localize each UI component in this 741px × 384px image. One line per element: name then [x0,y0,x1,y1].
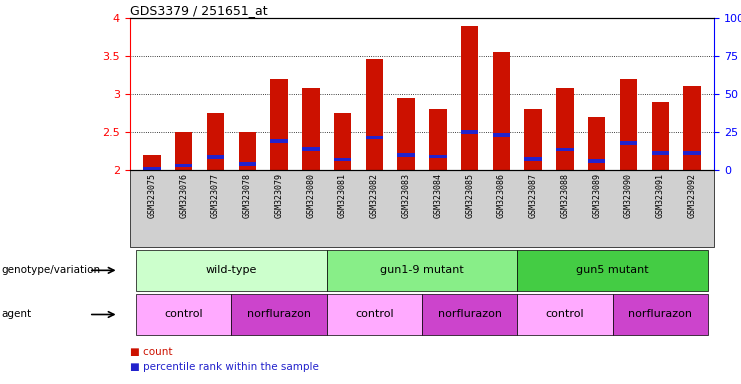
Bar [556,148,574,151]
Bar [619,141,637,145]
Text: gun1-9 mutant: gun1-9 mutant [380,265,464,275]
Bar [143,167,161,170]
Text: norflurazon: norflurazon [628,310,692,319]
Bar [270,139,288,143]
Bar [429,154,447,158]
Bar [461,26,479,170]
Bar [365,59,383,170]
Bar [493,133,510,137]
Text: control: control [545,310,585,319]
Bar [683,151,701,154]
Text: wild-type: wild-type [206,265,257,275]
Bar [461,130,479,134]
Bar [525,109,542,170]
Bar [651,151,669,155]
Bar [429,109,447,170]
Bar [493,52,510,170]
Bar [334,113,351,170]
Text: ■ count: ■ count [130,347,172,357]
Text: agent: agent [1,310,32,319]
Bar [175,132,193,170]
Bar [207,155,225,159]
Text: ■ percentile rank within the sample: ■ percentile rank within the sample [130,362,319,372]
Bar [302,147,319,151]
Text: control: control [165,310,203,319]
Bar [588,117,605,170]
Text: norflurazon: norflurazon [438,310,502,319]
Bar [619,79,637,170]
Bar [683,86,701,170]
Bar [207,113,225,170]
Bar [239,132,256,170]
Text: gun5 mutant: gun5 mutant [576,265,649,275]
Bar [334,157,351,161]
Text: norflurazon: norflurazon [247,310,311,319]
Bar [525,157,542,161]
Bar [175,164,193,167]
Text: GDS3379 / 251651_at: GDS3379 / 251651_at [130,4,268,17]
Bar [270,79,288,170]
Bar [397,153,415,157]
Bar [651,102,669,170]
Bar [365,136,383,139]
Text: control: control [355,310,393,319]
Text: genotype/variation: genotype/variation [1,265,101,275]
Bar [556,88,574,170]
Bar [302,88,319,170]
Bar [143,155,161,170]
Bar [397,98,415,170]
Bar [239,162,256,166]
Bar [588,159,605,163]
